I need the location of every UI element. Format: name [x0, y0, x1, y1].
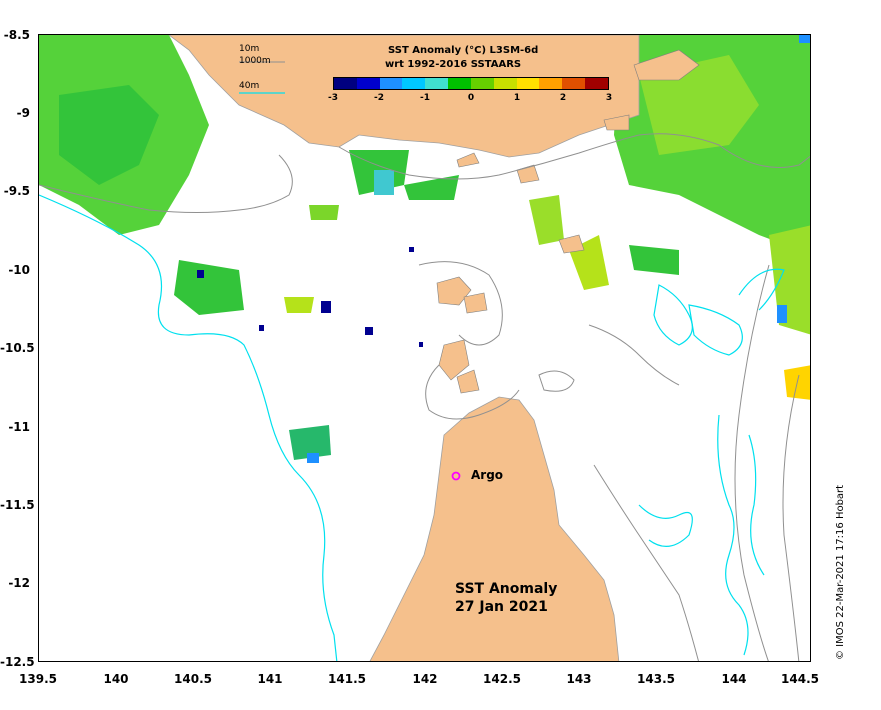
- colorbar-segment: [334, 78, 357, 89]
- sst-patch-mid: [529, 195, 564, 245]
- island: [463, 292, 488, 314]
- x-tick: 142.5: [483, 672, 521, 686]
- sst-patches: [39, 35, 810, 460]
- y-tick: -8.5: [3, 28, 30, 42]
- cold-pixel: [419, 342, 423, 347]
- x-tick: 139.5: [19, 672, 57, 686]
- colorbar-tick: -3: [328, 93, 338, 103]
- sst-patch-southwest: [289, 425, 331, 460]
- depth-key-40m: 40m: [239, 81, 260, 91]
- colorbar-segment: [539, 78, 563, 89]
- x-tick: 140: [103, 672, 129, 686]
- colorbar-tick: 3: [605, 93, 613, 103]
- cold-pixel: [777, 305, 787, 323]
- colorbar-tick: 1: [513, 93, 521, 103]
- cold-pixel: [374, 170, 394, 195]
- x-tick: 143: [566, 672, 592, 686]
- depth-key-1000m: 1000m: [239, 56, 271, 66]
- x-tick: 141: [257, 672, 283, 686]
- colorbar-tick: -1: [420, 93, 430, 103]
- colorbar-segment: [402, 78, 426, 89]
- colorbar-segment: [425, 78, 449, 89]
- colorbar-tick: 0: [467, 93, 475, 103]
- island: [603, 114, 630, 131]
- x-tick: 143.5: [637, 672, 675, 686]
- islands: [436, 49, 700, 394]
- x-tick: 141.5: [328, 672, 366, 686]
- depth-key-10m: 10m: [239, 44, 260, 54]
- sst-patch-small-2: [309, 205, 339, 220]
- y-tick: -10.5: [0, 341, 35, 355]
- map-title-line2: wrt 1992-2016 SSTAARS: [385, 59, 522, 70]
- y-tick: -9: [16, 106, 30, 120]
- cold-pixel: [799, 35, 810, 43]
- x-tick: 144.5: [781, 672, 819, 686]
- colorbar-segment: [562, 78, 586, 89]
- cold-pixel: [259, 325, 264, 331]
- cold-pixel: [409, 247, 414, 252]
- map-title-line1: SST Anomaly (°C) L3SM-6d: [388, 45, 539, 56]
- colorbar-tick: -2: [374, 93, 384, 103]
- land-north: [168, 35, 640, 158]
- cold-pixel: [365, 327, 373, 335]
- sst-patch-coast: [174, 260, 244, 315]
- colorbar-segment: [379, 78, 403, 89]
- colorbar-segment: [516, 78, 540, 89]
- map-panel[interactable]: -3 -2 -1 0 1 2 3 SST Anomaly (°C) L3SM-6…: [38, 34, 811, 662]
- island: [438, 339, 470, 381]
- y-tick: -12: [8, 576, 30, 590]
- sst-patch-west-2: [59, 85, 159, 185]
- island: [456, 369, 480, 394]
- cold-pixel: [321, 301, 331, 313]
- argo-float-marker: [451, 471, 461, 481]
- y-tick: -11: [8, 420, 30, 434]
- credit-text: © IMOS 22-Mar-2021 17:16 Hobart: [835, 484, 846, 660]
- date-label: 27 Jan 2021: [455, 599, 548, 615]
- map-canvas: [39, 35, 810, 661]
- sst-patch-small-1: [284, 297, 314, 313]
- colorbar: [333, 77, 609, 90]
- argo-label: Argo: [471, 468, 504, 482]
- colorbar-segment: [585, 78, 608, 89]
- y-tick: -12.5: [0, 655, 35, 669]
- colorbar-segment: [448, 78, 471, 89]
- colorbar-segment: [356, 78, 380, 89]
- land-cape-york: [369, 396, 620, 661]
- sst-patch-east-5: [629, 245, 679, 275]
- island: [558, 234, 585, 254]
- colorbar-segment: [470, 78, 494, 89]
- contour-40m: [39, 194, 785, 661]
- x-tick: 144: [721, 672, 747, 686]
- island: [516, 164, 540, 184]
- sst-cold-pixels: [197, 35, 810, 463]
- depth-key-lines: [239, 61, 285, 94]
- cold-pixel: [307, 453, 319, 463]
- sst-patch-small-4: [404, 175, 459, 200]
- island: [456, 152, 480, 168]
- y-tick: -10: [8, 263, 30, 277]
- x-tick: 142: [412, 672, 438, 686]
- island: [633, 49, 700, 81]
- cold-pixel: [197, 270, 204, 278]
- contour-10m: [39, 133, 810, 661]
- anomaly-label: SST Anomaly: [455, 581, 558, 597]
- colorbar-segment: [493, 78, 517, 89]
- y-tick: -9.5: [3, 184, 30, 198]
- x-tick: 140.5: [174, 672, 212, 686]
- y-tick: -11.5: [0, 498, 35, 512]
- colorbar-tick: 2: [559, 93, 567, 103]
